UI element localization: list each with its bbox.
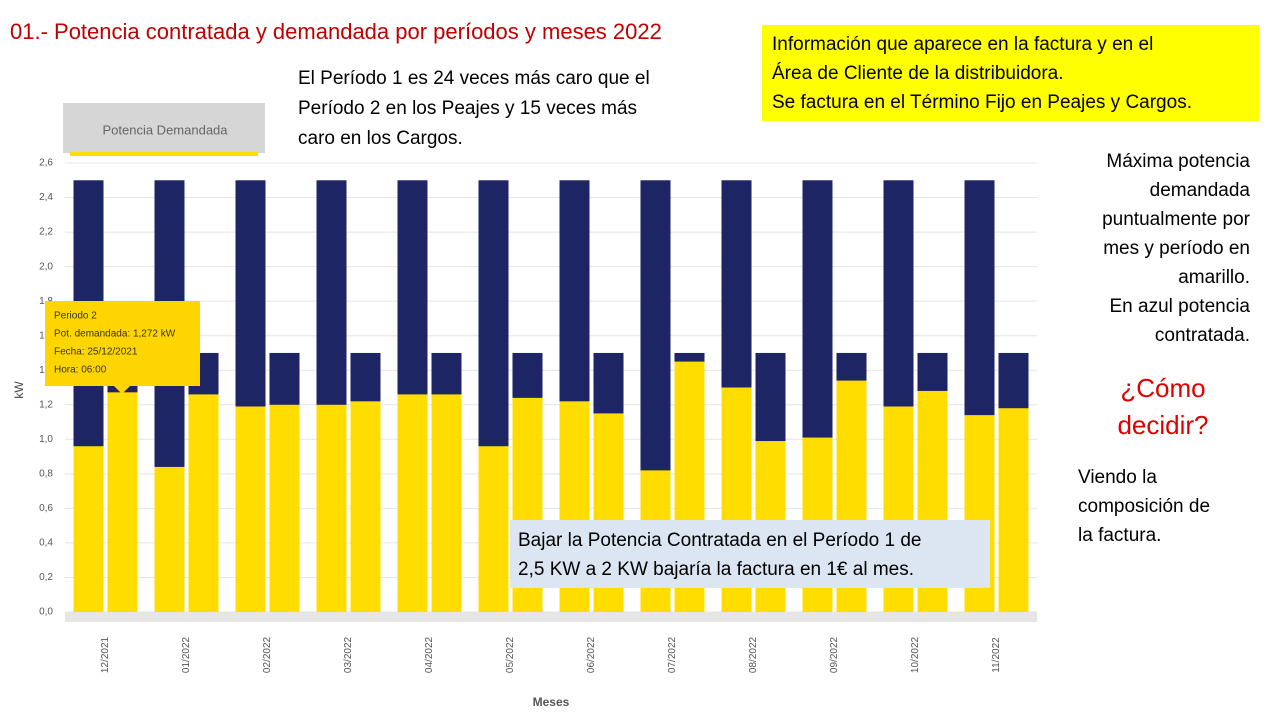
info-text: Información que aparece en la factura y … [772,34,1153,55]
y-tick-label: 2,6 [39,158,53,169]
bar [269,404,300,612]
x-tick-label: 12/2021 [100,636,111,673]
answer-text: Viendo la [1078,467,1157,488]
side-text: En azul potencia [1110,296,1251,317]
tooltip-text: Periodo 2 [54,311,97,322]
tooltip-text: Pot. demandada: 1,272 kW [54,329,176,340]
x-tick-label: 10/2022 [910,636,921,673]
y-tick-label: 2,4 [39,192,53,203]
side-text: contratada. [1155,325,1250,346]
y-tick-label: 0,4 [39,538,53,549]
side-text: Máxima potencia [1106,151,1250,172]
x-tick-label: 05/2022 [505,636,516,673]
slide-title: 01.- Potencia contratada y demandada por… [10,19,662,44]
question-text: ¿Cómo [1120,373,1205,403]
answer-text: la factura. [1078,525,1161,546]
x-tick-label: 11/2022 [991,637,1002,673]
bar [73,446,104,612]
y-tick-label: 0,6 [39,503,53,514]
x-tick-label: 07/2022 [667,636,678,673]
info-text: Se factura en el Término Fijo en Peajes … [772,92,1192,113]
tooltip-text: Hora: 06:00 [54,365,107,376]
legend-button[interactable] [63,103,265,153]
tooltip-box [45,301,200,386]
y-tick-label: 0,0 [39,607,53,618]
answer-text: composición de [1078,496,1210,517]
x-tick-label: 08/2022 [748,636,759,673]
tooltip-text: Fecha: 25/12/2021 [54,347,138,358]
y-tick-label: 1,0 [39,434,53,445]
y-tick-label: 0,2 [39,572,53,583]
x-tick-label: 09/2022 [829,636,840,673]
x-tick-label: 02/2022 [262,636,273,673]
y-tick-label: 1,2 [39,399,53,410]
side-text: mes y período en [1103,238,1250,259]
legend-underline [70,152,258,156]
info-text: Área de Cliente de la distribuidora. [772,63,1064,84]
side-text: demandada [1150,180,1251,201]
note-text: caro en los Cargos. [298,128,463,149]
bar [316,404,347,612]
x-axis-title: Meses [533,695,570,709]
bar [154,466,185,612]
note-text: El Período 1 es 24 veces más caro que el [298,68,650,89]
bar [478,446,509,612]
tooltip-pointer [114,386,130,394]
bar [397,394,428,612]
bar [431,394,462,612]
bar [107,392,138,612]
side-text: puntualmente por [1102,209,1251,230]
callout-text: 2,5 KW a 2 KW bajaría la factura en 1€ a… [518,559,914,580]
legend-button-label: Potencia Demandada [102,122,228,137]
callout-box [510,520,990,588]
bar [350,401,381,612]
question-text: decidir? [1117,410,1208,440]
x-tick-label: 04/2022 [424,636,435,673]
y-tick-label: 2,2 [39,227,53,238]
x-tick-label: 03/2022 [343,636,354,673]
bar [188,394,219,612]
y-tick-label: 0,8 [39,468,53,479]
callout-text: Bajar la Potencia Contratada en el Perío… [518,530,922,551]
x-tick-label: 06/2022 [586,636,597,673]
bar [998,408,1029,612]
x-axis-band [65,612,1037,622]
note-text: Período 2 en los Peajes y 15 veces más [298,98,637,119]
side-text: amarillo. [1178,267,1250,288]
y-tick-label: 2,0 [39,261,53,272]
bar [235,406,266,612]
x-tick-label: 01/2022 [181,636,192,673]
info-box [762,25,1259,121]
y-axis-title: kW [12,381,26,399]
